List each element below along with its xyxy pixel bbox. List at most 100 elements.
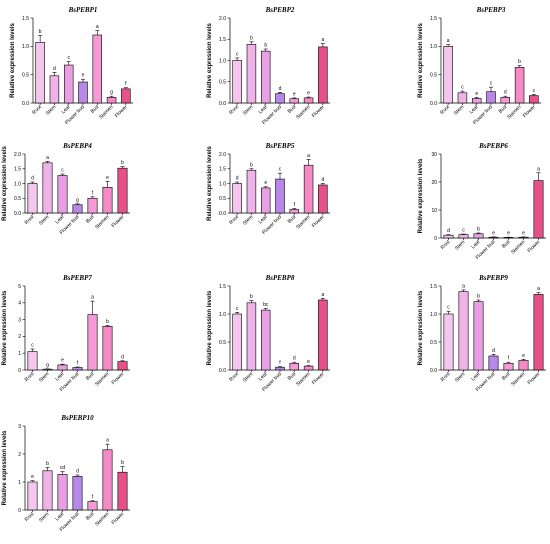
y-tick-label: 1.0 (14, 181, 21, 187)
chart-panel-8: BsPEBP8 Relative expression levels 0.0 0.5 1… (207, 274, 330, 393)
chart-title: BsPEBP1 (68, 6, 98, 14)
bar (117, 471, 128, 511)
significance-label: e (507, 231, 510, 237)
bar (488, 355, 499, 371)
significance-label: a (91, 295, 94, 301)
bar (42, 368, 53, 371)
significance-label: b (518, 59, 521, 65)
x-tick-label: Root (24, 214, 36, 226)
significance-label: a (321, 292, 324, 298)
y-tick-label: 0 (18, 508, 21, 514)
significance-label: e (106, 175, 109, 181)
y-tick-label: 0.0 (219, 211, 226, 217)
bar (518, 360, 529, 371)
y-tick-label: 0.0 (430, 101, 437, 107)
significance-label: d (447, 228, 450, 234)
significance-label: d (76, 469, 79, 475)
x-tick-label: Bud (501, 371, 512, 382)
significance-label: cd (60, 465, 66, 471)
significance-label: c (236, 51, 239, 57)
y-tick-label: 0.0 (14, 211, 21, 217)
chart-title: BsPEBP2 (265, 6, 295, 14)
chart-panel-1: BsPEBP1 Relative expression levels 0.0 0.5 1… (10, 6, 133, 126)
y-axis-label: Relative expression levels (10, 22, 16, 97)
significance-label: a (447, 38, 450, 44)
y-axis-label: Relative expression levels (418, 22, 424, 97)
significance-label: e (82, 73, 85, 79)
y-tick-label: 4 (18, 301, 21, 307)
y-tick-label: 0.5 (14, 196, 21, 202)
y-tick-label: 30 (431, 152, 437, 158)
significance-label: f (125, 81, 127, 87)
x-tick-label: Stamen (94, 214, 111, 231)
bar (72, 476, 83, 511)
significance-label: c (236, 306, 239, 312)
significance-label: e (61, 358, 64, 364)
bar (443, 46, 453, 104)
significance-label: e (31, 474, 34, 480)
bar (289, 98, 300, 104)
bar (27, 351, 38, 371)
significance-label: b (39, 29, 42, 35)
y-tick-label: 1.0 (22, 44, 29, 50)
significance-label: c (461, 85, 464, 91)
bar (57, 474, 68, 511)
chart-title: BsPEBP10 (60, 414, 94, 422)
significance-label: f (92, 190, 94, 196)
x-tick-label: Leaf (61, 104, 73, 116)
x-tick-label: Leaf (470, 371, 482, 383)
significance-label: e (522, 353, 525, 359)
significance-label: d (236, 176, 239, 182)
y-tick-label: 0.5 (430, 340, 437, 346)
bar (117, 361, 128, 371)
bar (318, 46, 328, 104)
x-tick-label: Bud (498, 104, 509, 115)
x-tick-label: Stamen (510, 371, 527, 388)
y-axis-label: Relative expression levels (207, 22, 213, 97)
significance-label: b (250, 162, 253, 168)
y-tick-label: 1.5 (430, 284, 437, 290)
significance-label: e (264, 180, 267, 186)
significance-label: e (475, 91, 478, 97)
bar (246, 302, 257, 371)
x-tick-label: Bud (85, 371, 96, 382)
chart-title: BsPEBP6 (478, 142, 508, 150)
x-tick-label: Stem (454, 371, 466, 383)
x-tick-label: Stamen (295, 104, 312, 121)
bar (232, 60, 242, 104)
x-tick-label: Root (24, 511, 36, 523)
y-axis-label: Relative expression levels (418, 158, 424, 233)
bar (500, 97, 511, 104)
bar (102, 326, 113, 371)
bar (87, 314, 98, 371)
bar (117, 167, 128, 214)
x-tick-label: Stamen (295, 214, 312, 231)
significance-label: c (490, 81, 493, 87)
x-tick-label: Root (228, 371, 240, 383)
bar (102, 449, 113, 511)
y-tick-label: 10 (431, 208, 437, 214)
y-tick-label: 0.0 (219, 101, 226, 107)
y-tick-label: 1.0 (430, 312, 437, 318)
significance-label: b (250, 294, 253, 300)
significance-label: b (250, 35, 253, 41)
y-tick-label: 0.5 (430, 72, 437, 78)
x-tick-label: Root (440, 239, 452, 251)
bar (92, 34, 103, 104)
bar (533, 294, 544, 371)
bar (232, 313, 242, 371)
x-tick-label: Leaf (258, 214, 270, 226)
x-tick-label: Leaf (470, 239, 482, 251)
chart-title: BsPEBP3 (476, 6, 506, 14)
significance-label: c (462, 228, 465, 234)
chart-panel-10: BsPEBP10 Relative expression levels 0 1 2 3 e R… (2, 414, 130, 533)
bar (289, 209, 300, 214)
x-tick-label: Leaf (54, 511, 66, 523)
significance-label: a (307, 153, 310, 159)
bar (57, 175, 68, 214)
y-axis-label: Relative expression levels (207, 145, 213, 220)
significance-label: g (110, 90, 113, 96)
x-tick-label: Bud (501, 239, 512, 250)
significance-label: d (293, 356, 296, 362)
y-tick-label: 0.0 (219, 368, 226, 374)
